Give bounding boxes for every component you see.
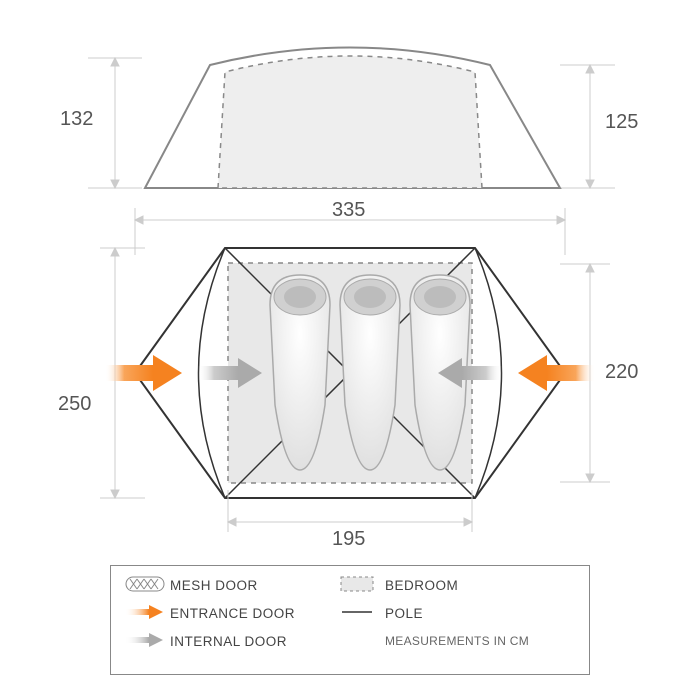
tent-inner-bedroom (218, 56, 482, 188)
mesh-door-label: MESH DOOR (170, 578, 340, 593)
measurements-note: MEASUREMENTS IN CM (385, 634, 555, 648)
bedroom-label: BEDROOM (385, 578, 555, 593)
plan-view: 335 250 220 (0, 200, 700, 560)
depth-left-label: 250 (58, 393, 91, 415)
width-label: 335 (332, 200, 365, 221)
mesh-door-icon (125, 576, 170, 594)
bedroom-icon (340, 576, 385, 594)
entrance-door-icon (125, 604, 170, 622)
inner-width-label: 195 (332, 528, 365, 550)
entrance-door-label: ENTRANCE DOOR (170, 606, 340, 621)
pole-label: POLE (385, 606, 555, 621)
internal-door-label: INTERNAL DOOR (170, 634, 340, 649)
pole-icon (340, 604, 385, 622)
height-right-label: 125 (605, 111, 638, 133)
depth-right-label: 220 (605, 361, 638, 383)
height-left-label: 132 (60, 108, 93, 130)
internal-door-icon (125, 632, 170, 650)
legend: MESH DOOR BEDROOM ENTRANCE DOOR POLE INT… (110, 565, 590, 675)
side-elevation: 132 125 (0, 10, 700, 210)
diagram-container: { "side_view": { "height_left": "132", "… (0, 0, 700, 700)
